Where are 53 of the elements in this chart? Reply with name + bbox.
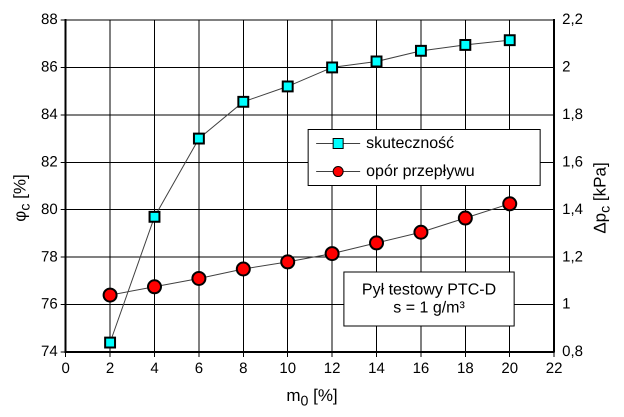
y-tick-label: 86 [40, 58, 58, 76]
x-tick-label: 8 [239, 360, 248, 378]
x-tick-label: 12 [324, 360, 340, 378]
point [280, 254, 296, 270]
point [502, 196, 518, 212]
y2-tick-label: 2 [562, 58, 570, 76]
y2-tick-label: 1,6 [562, 153, 584, 170]
y-tick-label: 88 [40, 11, 58, 28]
point [146, 279, 162, 294]
x-axis-title: m$_{0}$ [%] [286, 386, 338, 409]
point [324, 246, 340, 262]
y-tick-label: 82 [40, 153, 58, 170]
x-tick-label: 4 [150, 360, 159, 378]
point [414, 44, 427, 57]
point [191, 270, 206, 286]
point [458, 210, 473, 226]
point [237, 96, 250, 108]
point [413, 224, 428, 240]
y2-tick-label: 1,8 [562, 106, 584, 123]
x-tick-label: 18 [456, 360, 474, 378]
y2-tick-label: 1,2 [562, 248, 584, 266]
x-tick-label: 22 [546, 360, 562, 378]
legend-label: skuteczność [366, 134, 454, 152]
y-tick-label: 84 [40, 106, 58, 123]
y-tick-label: 80 [40, 200, 58, 218]
x-tick-label: 16 [412, 360, 430, 378]
x-tick-label: 0 [62, 360, 70, 378]
point [282, 80, 294, 92]
annotation: s = 1 g/m³ [393, 299, 466, 316]
y-tick-label: 78 [40, 248, 58, 266]
point [104, 336, 116, 348]
y-tick-label: 74 [40, 343, 58, 360]
y-tick-label: 76 [40, 296, 58, 313]
y2-tick-label: 2,2 [562, 11, 584, 28]
x-tick-label: 20 [501, 360, 518, 378]
point [148, 210, 160, 223]
y2-tick-label: 1 [562, 296, 570, 313]
y2-tick-label: 0,8 [562, 343, 584, 360]
point [326, 61, 338, 74]
point [102, 288, 118, 303]
x-tick-label: 2 [106, 360, 114, 378]
x-tick-label: 6 [194, 360, 204, 378]
point [369, 235, 384, 250]
annotation: Pył testowy PTC-D [362, 281, 496, 298]
point [192, 132, 205, 145]
x-tick-label: 10 [279, 360, 296, 378]
x-tick-label: 14 [368, 360, 385, 378]
point [459, 38, 472, 51]
point [370, 56, 382, 68]
point [236, 262, 251, 276]
legend-label: opór przepływu [366, 162, 475, 180]
y2-tick-label: 1,4 [562, 200, 584, 218]
point [504, 34, 516, 46]
